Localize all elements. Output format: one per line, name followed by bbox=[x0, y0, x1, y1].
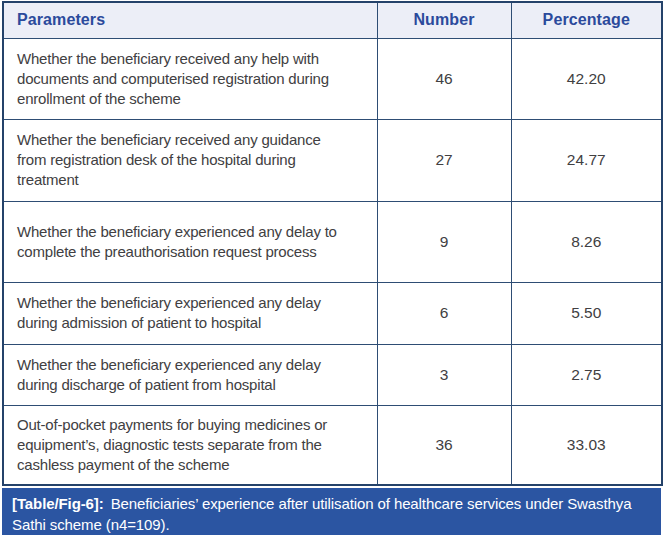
parameter-cell: Whether the beneficiary experienced any … bbox=[3, 201, 377, 282]
table-row: Whether the beneficiary received any hel… bbox=[3, 38, 662, 119]
column-header-number: Number bbox=[377, 2, 511, 38]
table-row: Whether the beneficiary received any gui… bbox=[3, 119, 662, 201]
figure-caption: [Table/Fig-6]:Beneficiaries’ experience … bbox=[2, 488, 661, 535]
number-cell: 3 bbox=[377, 344, 511, 405]
number-cell: 27 bbox=[377, 119, 511, 201]
percentage-cell: 8.26 bbox=[511, 201, 662, 282]
percentage-cell: 24.77 bbox=[511, 119, 662, 201]
parameter-cell: Whether the beneficiary received any hel… bbox=[3, 38, 377, 119]
header-row: Parameters Number Percentage bbox=[3, 2, 662, 38]
percentage-cell: 33.03 bbox=[511, 405, 662, 485]
figure-caption-text: Beneficiaries’ experience after utilisat… bbox=[12, 495, 631, 533]
parameter-cell: Whether the beneficiary received any gui… bbox=[3, 119, 377, 201]
column-header-percentage: Percentage bbox=[511, 2, 662, 38]
figure-caption-label: [Table/Fig-6]: bbox=[12, 495, 104, 512]
parameter-cell: Out-of-pocket payments for buying medici… bbox=[3, 405, 377, 485]
percentage-cell: 42.20 bbox=[511, 38, 662, 119]
number-cell: 36 bbox=[377, 405, 511, 485]
number-cell: 9 bbox=[377, 201, 511, 282]
number-cell: 46 bbox=[377, 38, 511, 119]
table-row: Out-of-pocket payments for buying medici… bbox=[3, 405, 662, 485]
percentage-cell: 2.75 bbox=[511, 344, 662, 405]
percentage-cell: 5.50 bbox=[511, 282, 662, 344]
table-row: Whether the beneficiary experienced any … bbox=[3, 282, 662, 344]
table-row: Whether the beneficiary experienced any … bbox=[3, 201, 662, 282]
table-row: Whether the beneficiary experienced any … bbox=[3, 344, 662, 405]
beneficiary-experience-table: Parameters Number Percentage Whether the… bbox=[2, 1, 663, 486]
number-cell: 6 bbox=[377, 282, 511, 344]
parameter-cell: Whether the beneficiary experienced any … bbox=[3, 282, 377, 344]
table-figure: Parameters Number Percentage Whether the… bbox=[0, 0, 663, 535]
column-header-parameters: Parameters bbox=[3, 2, 377, 38]
parameter-cell: Whether the beneficiary experienced any … bbox=[3, 344, 377, 405]
